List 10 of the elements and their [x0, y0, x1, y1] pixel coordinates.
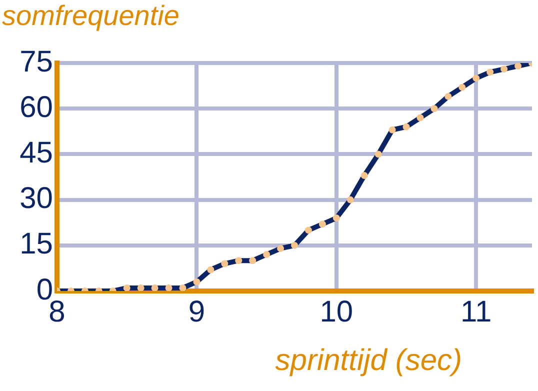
y-tick-label: 30 — [20, 182, 53, 216]
chart-title: somfrequentie — [2, 0, 180, 32]
y-tick-label: 75 — [20, 45, 53, 78]
x-tick-label: 11 — [460, 295, 492, 328]
x-axis-title: sprinttijd (sec) — [275, 344, 462, 378]
y-tick-label: 45 — [20, 136, 53, 170]
x-tick-label: 10 — [320, 295, 354, 328]
y-tick-label: 15 — [20, 228, 53, 261]
x-tick-label: 9 — [188, 295, 206, 328]
y-tick-label: 60 — [20, 90, 53, 124]
